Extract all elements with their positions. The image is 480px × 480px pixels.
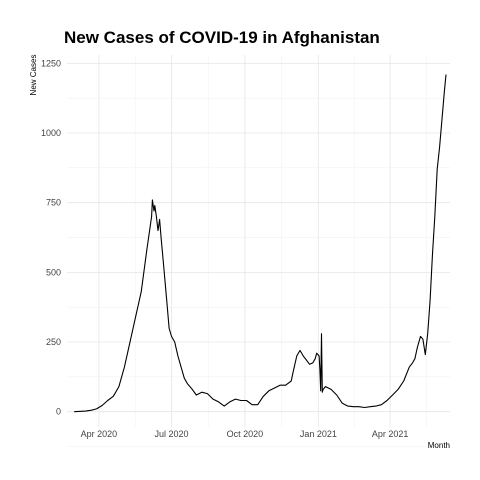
- x-tick-label: Apr 2021: [372, 429, 409, 439]
- x-tick-label: Jul 2020: [155, 429, 189, 439]
- y-tick-label: 250: [46, 337, 61, 347]
- y-axis-ticks: 0 250 500 750 1000 1250: [41, 58, 61, 416]
- x-axis-title: Month: [428, 441, 450, 450]
- x-axis-ticks: Apr 2020 Jul 2020 Oct 2020 Jan 2021 Apr 2021: [81, 429, 409, 439]
- minor-gridlines: [67, 55, 450, 447]
- x-tick-label: Jan 2021: [300, 429, 337, 439]
- chart-title: New Cases of COVID-19 in Afghanistan: [64, 28, 380, 47]
- y-tick-label: 1250: [41, 58, 61, 68]
- y-tick-label: 0: [56, 407, 61, 417]
- x-tick-label: Apr 2020: [81, 429, 118, 439]
- major-gridlines: [67, 55, 450, 427]
- x-tick-label: Oct 2020: [227, 429, 264, 439]
- y-tick-label: 750: [46, 198, 61, 208]
- y-tick-label: 500: [46, 267, 61, 277]
- series-line: [74, 74, 447, 413]
- y-axis-title: New Cases: [29, 55, 38, 96]
- y-tick-label: 1000: [41, 128, 61, 138]
